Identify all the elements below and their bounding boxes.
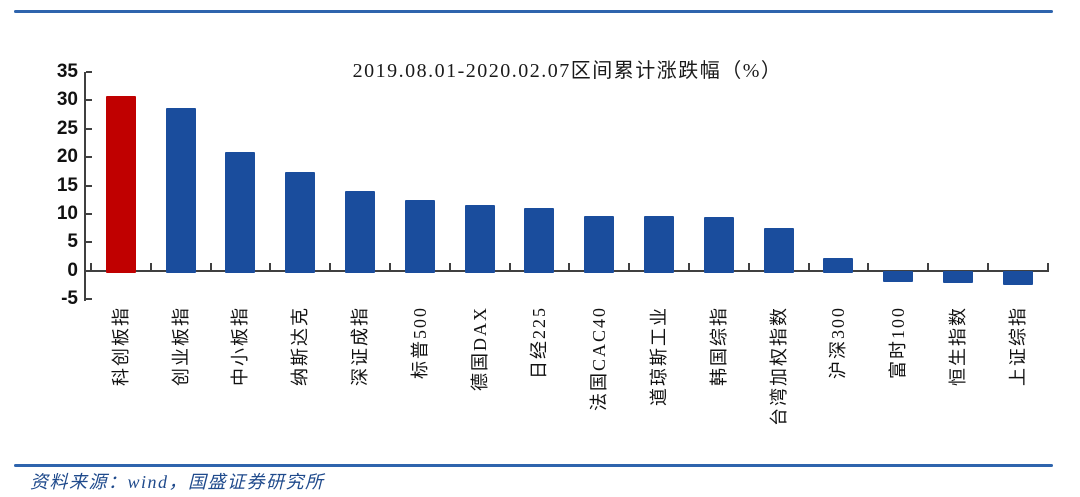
- x-axis-category-label: 深证成指: [350, 306, 370, 386]
- y-axis-tick-label: 25: [56, 117, 78, 139]
- x-axis-category-label: 上证综指: [1007, 306, 1028, 386]
- bar: [1002, 270, 1033, 285]
- x-axis-category-label: 科创板指: [110, 306, 131, 386]
- bar: [584, 215, 615, 273]
- y-axis-tick-label: 30: [56, 89, 78, 111]
- y-axis-tick-label: 0: [67, 259, 78, 281]
- y-axis-tick: [86, 99, 92, 102]
- y-axis-tick-label: 15: [56, 174, 78, 196]
- y-axis-tick-label: 20: [56, 146, 78, 168]
- x-axis-tick: [329, 262, 332, 271]
- x-axis-category-label: 韩国综指: [708, 306, 729, 386]
- x-axis-category-label: 日经225: [529, 306, 550, 379]
- x-axis-tick: [927, 262, 930, 271]
- x-axis-tick: [1046, 262, 1049, 271]
- bar: [823, 258, 854, 273]
- bar: [763, 227, 794, 273]
- y-axis-tick: [86, 127, 92, 130]
- x-axis-category-label: 标普500: [409, 306, 430, 379]
- x-axis-tick: [209, 262, 212, 271]
- y-axis-tick-label: -5: [61, 288, 78, 310]
- y-axis-tick: [86, 184, 92, 187]
- x-axis-tick: [568, 262, 571, 271]
- bar: [404, 200, 435, 273]
- bar: [225, 152, 256, 273]
- x-axis-category-label: 道琼斯工业: [649, 306, 669, 406]
- bar: [644, 215, 674, 273]
- bar: [345, 191, 375, 273]
- y-axis-tick: [86, 156, 92, 159]
- y-axis-tick-label: 5: [67, 231, 78, 253]
- y-axis-tick-label: 35: [56, 61, 78, 82]
- x-axis-tick: [269, 262, 272, 271]
- source-note: 资料来源：wind，国盛证券研究所: [30, 472, 325, 492]
- y-axis-tick: [86, 269, 92, 272]
- x-axis-category-label: 沪深300: [828, 306, 849, 379]
- x-axis-category-label: 台湾加权指数: [768, 306, 789, 426]
- x-axis-tick: [687, 262, 690, 271]
- x-axis-tick: [747, 262, 750, 271]
- x-axis-tick: [986, 262, 989, 271]
- y-axis-tick: [86, 213, 92, 215]
- bar: [464, 204, 495, 273]
- bar: [703, 216, 734, 273]
- bar: [285, 171, 316, 273]
- bar: [524, 208, 555, 273]
- y-axis-tick: [86, 298, 92, 301]
- x-axis-tick: [149, 262, 152, 271]
- bottom-divider: [14, 464, 1053, 467]
- x-axis-tick: [508, 262, 511, 271]
- x-axis-tick: [867, 262, 870, 271]
- y-axis-tick-label: 10: [56, 203, 78, 224]
- bar-highlight: [105, 96, 136, 273]
- y-axis-line: [84, 72, 86, 302]
- bar: [943, 270, 973, 284]
- top-divider: [14, 10, 1053, 13]
- x-axis-category-label: 法国CAC40: [589, 306, 610, 412]
- x-axis-tick: [448, 262, 451, 271]
- x-axis-category-label: 中小板指: [230, 306, 251, 386]
- x-axis-category-label: 纳斯达克: [290, 306, 311, 386]
- y-axis-tick: [86, 241, 92, 244]
- x-axis-tick: [628, 262, 631, 271]
- x-axis-category-label: 创业板指: [170, 306, 191, 386]
- x-axis-tick: [807, 262, 810, 271]
- chart-title: 2019.08.01-2020.02.07区间累计涨跌幅（%）: [352, 60, 783, 82]
- y-axis-tick: [86, 71, 92, 73]
- x-axis-tick: [388, 262, 391, 271]
- x-axis-category-label: 德国DAX: [469, 306, 490, 391]
- bar: [165, 107, 196, 273]
- bar: [883, 270, 914, 283]
- x-axis-tick: [89, 262, 92, 271]
- x-axis-category-label: 富时100: [888, 306, 909, 379]
- x-axis-category-label: 恒生指数: [948, 306, 968, 386]
- x-axis-line: [84, 269, 1049, 272]
